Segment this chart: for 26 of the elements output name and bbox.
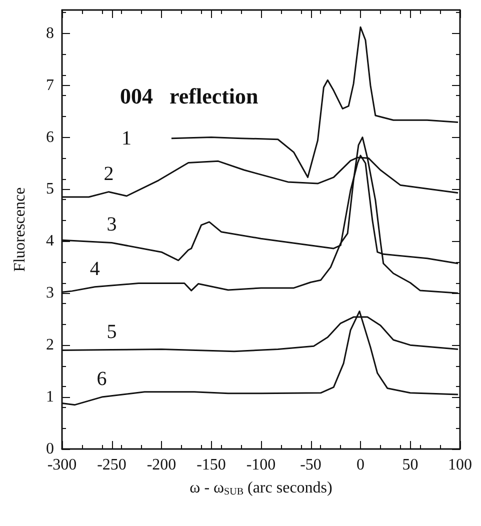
x-tick-label: 50 [402,456,418,474]
series-label: 4 [90,258,100,280]
y-tick-label: 0 [46,440,54,458]
x-tick-label: 100 [448,456,472,474]
y-tick-label: 1 [46,388,54,406]
x-tick-label: -150 [196,456,226,474]
y-tick-label: 8 [46,24,54,42]
x-tick-label: -200 [146,456,176,474]
x-tick-label: -100 [246,456,276,474]
series-label: 1 [121,127,132,150]
y-tick-label: 4 [46,232,54,250]
y-axis-title: Fluorescence [12,187,28,272]
series-label: 3 [106,214,117,236]
y-tick-label: 5 [46,180,54,198]
y-tick-label: 2 [46,336,54,354]
series-label: 6 [96,368,107,390]
annotation: 004 reflection [120,84,258,108]
x-tick-label: 0 [356,456,364,474]
x-tick-label: -250 [97,456,126,474]
x-tick-label: -300 [47,456,77,474]
series-label: 2 [104,162,114,185]
y-tick-label: 6 [46,128,54,146]
series-label: 5 [106,320,117,343]
x-tick-label: -50 [300,456,322,474]
y-tick-label: 7 [46,76,54,94]
y-tick-label: 3 [46,284,54,302]
